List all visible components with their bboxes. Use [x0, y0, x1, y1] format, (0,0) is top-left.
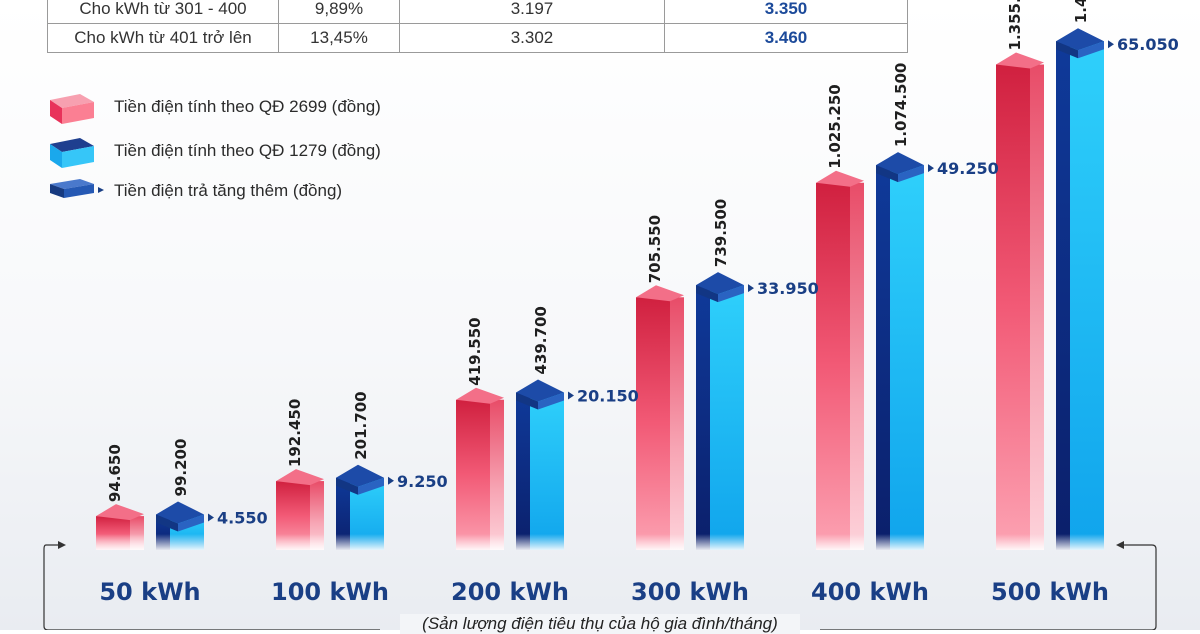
data-label-old: 1.025.250	[826, 84, 844, 168]
bar-new-series	[1056, 28, 1104, 550]
pink-cube-icon	[50, 94, 94, 124]
table-cell-new-price: 3.460	[664, 23, 908, 53]
data-label-increase: 4.550	[217, 508, 268, 527]
data-label-increase: 33.950	[757, 279, 819, 298]
data-label-old: 192.450	[286, 399, 304, 467]
increase-arrow-marker	[568, 391, 574, 400]
bar-new-series	[156, 501, 204, 550]
data-label-increase: 9.250	[397, 472, 448, 491]
x-tick-label: 50 kWh	[99, 578, 200, 606]
increase-arrow-marker	[748, 284, 754, 293]
data-label-new: 739.500	[712, 199, 730, 267]
blue-cube-icon	[50, 138, 94, 168]
table-row: Cho kWh từ 301 - 400 9,89% 3.197 3.350	[47, 0, 908, 24]
rate-table: Cho kWh từ 301 - 400 9,89% 3.197 3.350 C…	[47, 0, 908, 53]
x-tick-label: 300 kWh	[631, 578, 749, 606]
navy-arrow-icon	[50, 179, 104, 198]
bar-old-series	[996, 52, 1044, 550]
table-cell-old-price: 3.302	[399, 23, 665, 53]
table-cell-pct: 9,89%	[278, 0, 400, 24]
bar-old-series	[276, 469, 324, 550]
legend-label: Tiền điện trả tăng thêm (đồng)	[114, 181, 343, 200]
table-cell-tier: Cho kWh từ 301 - 400	[47, 0, 279, 24]
data-label-new: 1.074.500	[892, 63, 910, 147]
bar-new-series	[516, 379, 564, 550]
bar-old-series	[96, 504, 144, 550]
increase-arrow-marker	[208, 513, 214, 522]
data-label-new: 99.200	[172, 439, 190, 497]
data-label-old: 94.650	[106, 444, 124, 502]
x-tick-label: 500 kWh	[991, 578, 1109, 606]
data-label-increase: 65.050	[1117, 35, 1179, 54]
data-label-old: 705.550	[646, 215, 664, 283]
data-label-new: 1.42	[1072, 0, 1090, 23]
x-tick-label: 400 kWh	[811, 578, 929, 606]
table-cell-pct: 13,45%	[278, 23, 400, 53]
bar-new-series	[696, 272, 744, 550]
x-axis-label: (Sản lượng điện tiêu thụ của hộ gia đình…	[400, 614, 800, 634]
data-label-old: 1.355.4	[1006, 0, 1024, 50]
increase-arrow-marker	[928, 164, 934, 173]
bar-new-series	[336, 464, 384, 550]
data-label-increase: 49.250	[937, 159, 999, 178]
data-label-old: 419.550	[466, 317, 484, 385]
x-tick-label: 200 kWh	[451, 578, 569, 606]
bar-old-series	[816, 170, 864, 551]
data-label-new: 201.700	[352, 391, 370, 459]
data-label-new: 439.700	[532, 306, 550, 374]
x-tick-label: 100 kWh	[271, 578, 389, 606]
bar-old-series	[456, 387, 504, 550]
table-cell-new-price: 3.350	[664, 0, 908, 24]
bar-old-series	[636, 285, 684, 550]
table-cell-tier: Cho kWh từ 401 trở lên	[47, 23, 279, 53]
data-label-increase: 20.150	[577, 386, 639, 405]
table-row: Cho kWh từ 401 trở lên 13,45% 3.302 3.46…	[47, 23, 908, 53]
legend-label: Tiền điện tính theo QĐ 2699 (đồng)	[114, 97, 381, 116]
increase-arrow-marker	[388, 476, 394, 485]
bar-new-series	[876, 152, 924, 550]
increase-arrow-marker	[1108, 40, 1114, 49]
legend-label: Tiền điện tính theo QĐ 1279 (đồng)	[114, 141, 381, 160]
